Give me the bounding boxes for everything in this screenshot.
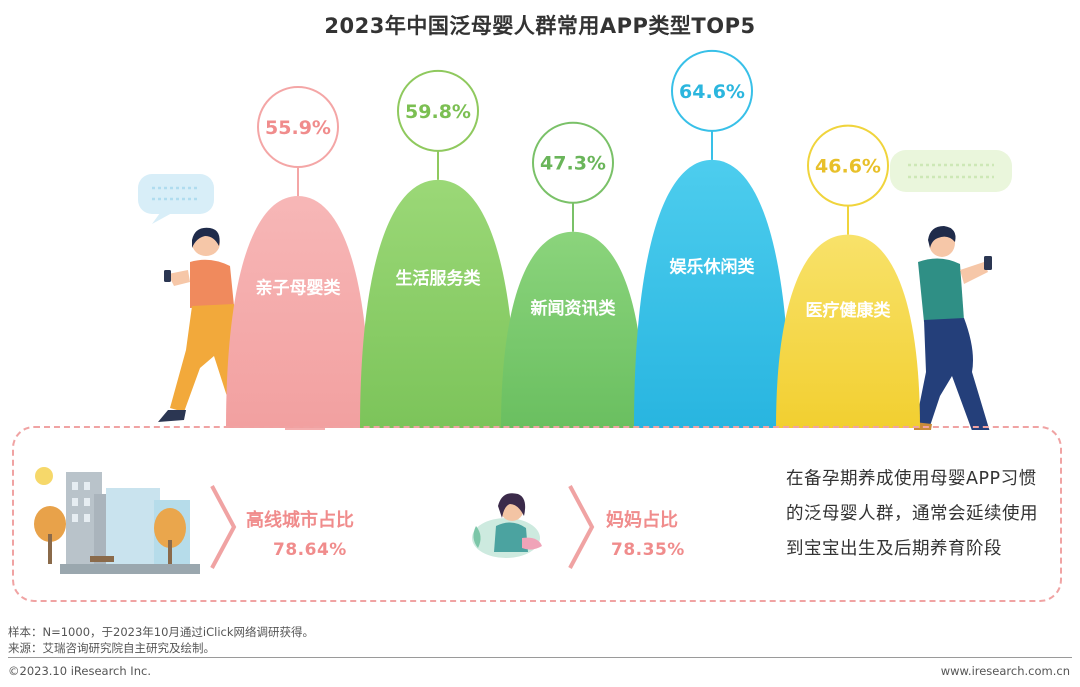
- category-label: 亲子母婴类: [256, 277, 342, 298]
- chevron-right-icon: [210, 485, 237, 569]
- value-circle: [671, 49, 753, 132]
- value-circle: [397, 69, 479, 152]
- data-label: 59.8%: [405, 101, 471, 123]
- data-label: 47.3%: [540, 153, 606, 175]
- chevron-right-icon: [568, 485, 595, 569]
- speech-bubble-left-icon: [138, 174, 214, 224]
- summary-note: 在备孕期养成使用母婴APP习惯的泛母婴人群，通常会延续使用到宝宝出生及后期养育阶…: [786, 469, 1038, 559]
- bar-5: [776, 234, 920, 428]
- stat-value-mom: 78.35%: [611, 540, 685, 560]
- footer-website: www.iresearch.com.cn: [940, 664, 1070, 678]
- data-label: 64.6%: [679, 81, 745, 103]
- bar-4: [634, 159, 790, 428]
- stat-value-city: 78.64%: [273, 540, 347, 560]
- bar-1: [226, 196, 370, 428]
- mother-illustration-icon: [472, 493, 542, 558]
- value-circle: [257, 86, 339, 169]
- category-label: 生活服务类: [396, 268, 482, 289]
- category-label: 新闻资讯类: [531, 298, 617, 319]
- city-buildings-icon: [34, 467, 200, 574]
- bar-2: [360, 179, 516, 428]
- category-label: 娱乐休闲类: [670, 257, 756, 278]
- data-label: 46.6%: [815, 156, 881, 178]
- chart-title: 2023年中国泛母婴人群常用APP类型TOP5: [324, 14, 756, 38]
- footnote-source: 来源：艾瑞咨询研究院自主研究及绘制。: [8, 641, 215, 655]
- category-label: 医疗健康类: [806, 300, 892, 321]
- man-walking-illustration-icon: [914, 226, 992, 430]
- summary-box: [12, 426, 1062, 602]
- footer-divider: [8, 657, 1072, 658]
- stat-label-mom: 妈妈占比: [606, 510, 678, 531]
- chart-canvas: 55.9% 亲子母婴类 59.8% 生活服务类 47.3% 新闻资讯类 64.6% 娱乐休闲类…: [138, 49, 1012, 430]
- speech-bubble-right-icon: [890, 150, 1012, 192]
- footer-copyright: ©2023.10 iResearch Inc.: [8, 664, 151, 678]
- value-circle: [532, 121, 614, 204]
- data-label: 55.9%: [265, 117, 331, 139]
- stat-label-city: 高线城市占比: [246, 510, 354, 531]
- footnote-sample: 样本：N=1000，于2023年10月通过iClick网络调研获得。: [8, 625, 315, 639]
- value-circle: [807, 124, 889, 207]
- bar-3: [501, 231, 645, 428]
